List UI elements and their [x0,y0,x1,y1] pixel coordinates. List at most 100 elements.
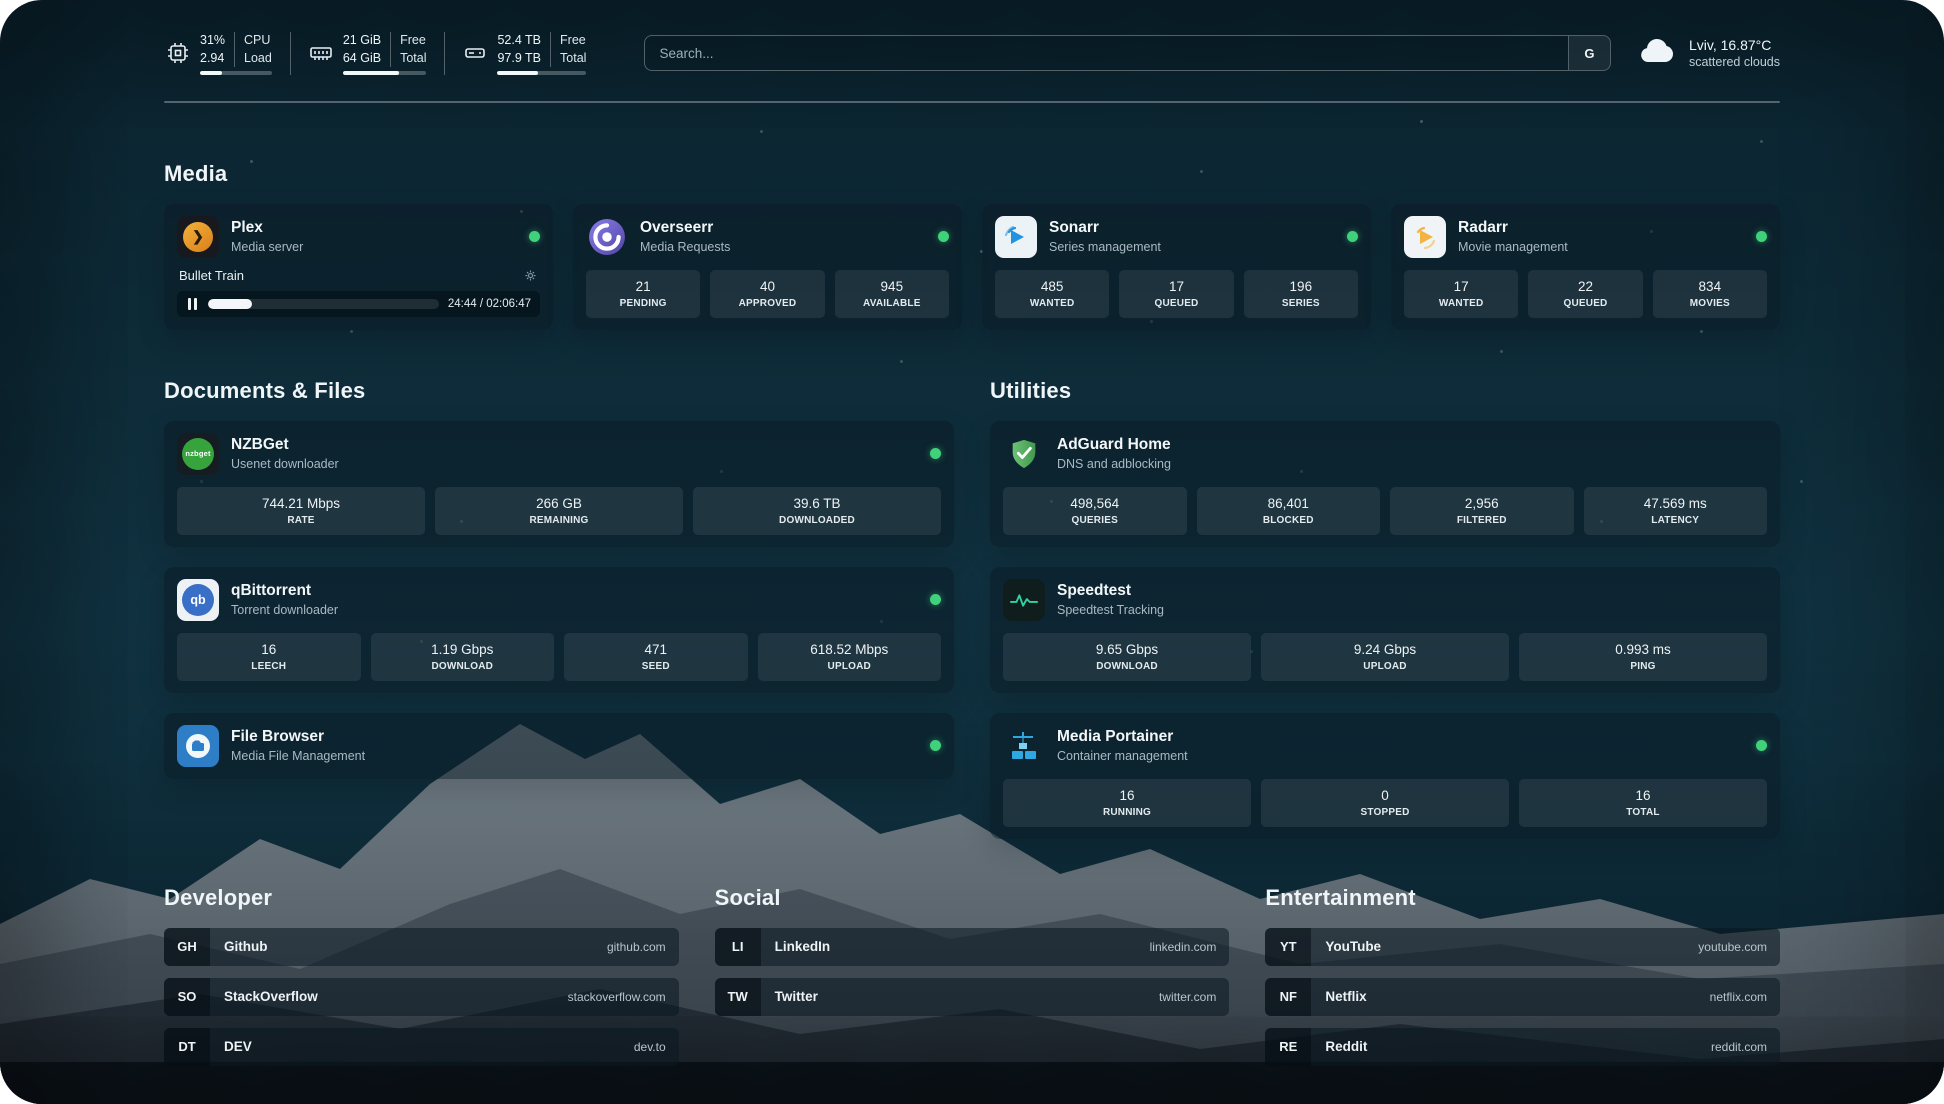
cloud-icon [1637,36,1677,71]
pause-icon[interactable] [186,296,199,312]
service-name: qBittorrent [231,582,312,600]
bookmark-dev[interactable]: DT DEV dev.to [164,1027,679,1066]
service-card-nzbget[interactable]: nzbget NZBGet Usenet downloader 744.21 M… [164,420,954,547]
service-card-qbittorrent[interactable]: qb qBittorrent Torrent downloader 16 LEE… [164,566,954,693]
service-card-filebrowser[interactable]: File Browser Media File Management [164,712,954,779]
speedtest-icon [1003,578,1045,621]
playback-progress-track[interactable] [208,298,439,309]
service-name: Radarr [1458,219,1508,237]
status-dot [930,740,941,752]
playback-time: 24:44 / 02:06:47 [447,297,531,310]
bookmark-reddit[interactable]: RE Reddit reddit.com [1265,1027,1780,1066]
cpu-load-avg: 2.94 [200,50,225,65]
status-dot [930,448,941,460]
service-card-radarr[interactable]: Radarr Movie management 17 WANTED 22 QUE… [1391,203,1780,330]
service-card-portainer[interactable]: Media Portainer Container management 16 … [990,712,1780,839]
bookmark-domain: stackoverflow.com [567,989,666,1004]
stat-latency: 47.569 ms LATENCY [1583,486,1767,535]
adguard-icon [1003,433,1045,475]
service-subtitle: Series management [1049,240,1161,255]
status-dot [1756,740,1767,752]
overseerr-icon [586,216,628,258]
stat-leech: 16 LEECH [177,632,361,681]
bookmark-linkedin[interactable]: LI LinkedIn linkedin.com [714,927,1230,966]
bookmarks: Developer GH Github github.com SO StackO… [164,885,1780,1078]
stat-approved: 40 APPROVED [710,269,825,318]
disk-total-label: Total [560,50,587,65]
service-subtitle: Speedtest Tracking [1057,603,1165,618]
bookmark-group-developer: Developer GH Github github.com SO StackO… [164,885,679,1078]
search-bar[interactable]: G [644,35,1611,72]
search-input[interactable] [645,36,1568,71]
search-provider-button[interactable]: G [1567,36,1610,71]
bookmark-name: Netflix [1325,989,1367,1005]
plex-icon: ❯ [177,215,219,258]
memory-widget: 21 GiB 64 GiB Free Total [289,32,445,75]
service-name: Media Portainer [1057,728,1174,746]
service-name: Overseerr [640,219,714,237]
memory-icon [309,41,333,65]
filebrowser-icon [177,724,219,767]
portainer-stats: 16 RUNNING 0 STOPPED 16 TOTAL [1003,778,1767,827]
service-card-plex[interactable]: ❯ Plex Media server Bullet Train [164,203,553,330]
overseerr-stats: 21 PENDING 40 APPROVED 945 AVAILABLE [586,269,949,318]
stat-filtered: 2,956 FILTERED [1390,486,1574,535]
weather-condition: scattered clouds [1688,55,1780,70]
bookmark-domain: twitter.com [1158,989,1217,1004]
bookmark-abbr: LI [714,927,761,966]
bookmark-netflix[interactable]: NF Netflix netflix.com [1265,977,1780,1016]
now-playing-title: Bullet Train [179,267,245,283]
disk-widget: 52.4 TB 97.9 TB Free Total [444,32,604,75]
memory-free-label: Free [400,33,426,47]
bookmark-group-entertainment: Entertainment YT YouTube youtube.com NF … [1265,885,1780,1078]
stat-pending: 21 PENDING [586,269,701,318]
status-dot [1347,231,1358,243]
status-dot [1756,231,1767,243]
memory-total-label: Total [400,50,427,65]
service-card-overseerr[interactable]: Overseerr Media Requests 21 PENDING 40 A… [573,203,962,330]
bookmark-stackoverflow[interactable]: SO StackOverflow stackoverflow.com [164,977,679,1016]
stat-wanted: 17 WANTED [1404,269,1519,318]
cpu-load-label: Load [244,50,272,65]
stat-ping: 0.993 ms PING [1519,632,1767,681]
bookmark-domain: youtube.com [1698,939,1767,954]
stat-download: 9.65 Gbps DOWNLOAD [1003,632,1251,681]
stat-rate: 744.21 Mbps RATE [177,486,425,535]
gear-icon[interactable] [523,268,538,283]
stat-running: 16 RUNNING [1003,778,1251,827]
service-subtitle: Container management [1057,749,1188,764]
disk-free-label: Free [560,33,586,47]
cpu-percent: 31% [200,33,226,47]
cpu-label: CPU [244,33,271,47]
entertainment-section-title: Entertainment [1265,884,1416,910]
media-section-title: Media [164,160,228,186]
bookmark-abbr: GH [164,927,210,966]
bookmark-github[interactable]: GH Github github.com [164,927,679,966]
qbittorrent-icon: qb [177,578,219,621]
portainer-icon [1003,724,1045,767]
stat-wanted: 485 WANTED [995,269,1110,318]
bookmark-domain: reddit.com [1710,1039,1767,1054]
status-dot [529,231,540,243]
stat-total: 16 TOTAL [1519,778,1767,827]
media-grid: ❯ Plex Media server Bullet Train [164,203,1780,330]
cpu-usage-bar [200,70,272,75]
bookmark-name: DEV [224,1039,252,1055]
service-name: Sonarr [1049,219,1099,237]
social-section-title: Social [714,884,781,910]
bookmark-twitter[interactable]: TW Twitter twitter.com [714,977,1230,1016]
service-card-adguard[interactable]: AdGuard Home DNS and adblocking 498,564 … [990,420,1780,547]
bookmark-youtube[interactable]: YT YouTube youtube.com [1265,927,1780,966]
section-documents: Documents & Files nzbget NZBGet Usenet d… [164,378,954,839]
stat-movies: 834 MOVIES [1652,269,1767,318]
stat-queries: 498,564 QUERIES [1003,486,1187,535]
service-card-sonarr[interactable]: Sonarr Series management 485 WANTED 17 Q… [982,203,1371,330]
service-name: Speedtest [1057,582,1132,600]
stat-queued: 22 QUEUED [1528,269,1643,318]
sonarr-stats: 485 WANTED 17 QUEUED 196 SERIES [995,269,1358,318]
cpu-widget: 31% 2.94 CPU Load [164,32,290,75]
service-card-speedtest[interactable]: Speedtest Speedtest Tracking 9.65 Gbps D… [990,566,1780,693]
sonarr-icon [995,215,1037,258]
header-divider [164,100,1780,103]
stat-queued: 17 QUEUED [1119,269,1234,318]
